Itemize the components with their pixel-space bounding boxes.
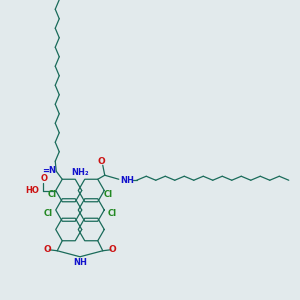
Text: HO: HO xyxy=(25,186,39,195)
Text: O: O xyxy=(40,174,47,183)
Text: Cl: Cl xyxy=(103,190,112,199)
Text: Cl: Cl xyxy=(43,209,52,218)
Text: NH: NH xyxy=(120,176,134,185)
Text: O: O xyxy=(109,245,117,254)
Text: NH₂: NH₂ xyxy=(71,168,89,177)
Text: O: O xyxy=(98,157,106,166)
Text: Cl: Cl xyxy=(48,190,57,199)
Text: =N: =N xyxy=(42,166,56,175)
Text: Cl: Cl xyxy=(108,209,117,218)
Text: NH: NH xyxy=(73,258,87,267)
Text: O: O xyxy=(44,245,51,254)
